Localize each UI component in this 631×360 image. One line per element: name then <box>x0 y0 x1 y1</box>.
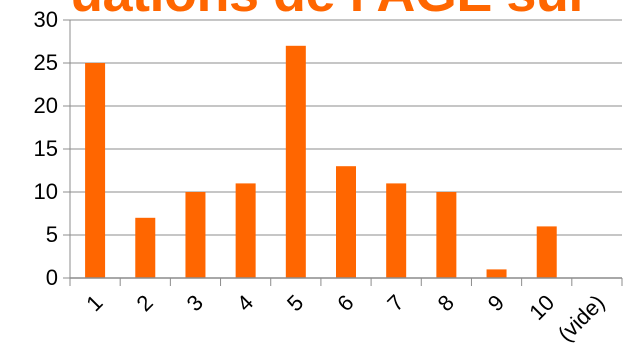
chart-title: uations de l'AGE sur <box>70 0 631 20</box>
bar-6 <box>336 166 356 278</box>
bars <box>85 45 557 278</box>
x-tick-label: 10 <box>524 290 559 325</box>
y-tick-label: 5 <box>46 222 58 247</box>
bar-2 <box>135 217 156 278</box>
y-tick-labels: 0 5 10 15 20 25 30 <box>34 7 58 290</box>
bar-4 <box>235 183 256 278</box>
y-tick-label: 20 <box>34 93 58 118</box>
y-tick-label: 25 <box>34 50 58 75</box>
x-tick-label: 8 <box>433 290 459 316</box>
x-tick-label: 2 <box>131 290 157 316</box>
y-tick-label: 0 <box>46 265 58 290</box>
bar-5 <box>285 45 306 278</box>
bar-10 <box>536 226 557 278</box>
x-tick-labels: 1 2 3 4 5 6 7 8 9 10(vide) <box>81 290 609 347</box>
x-tick-label: 3 <box>182 290 208 316</box>
x-tick-label: 1 <box>81 290 107 316</box>
x-tick-label: 6 <box>332 290 358 316</box>
axes <box>63 19 623 286</box>
y-tick-label: 15 <box>34 136 58 161</box>
y-tick-label: 10 <box>34 179 58 204</box>
x-tick-label: 7 <box>382 290 408 316</box>
y-tick-label: 30 <box>34 7 58 32</box>
bar-9 <box>486 269 507 278</box>
x-tick-label: 4 <box>232 290 258 316</box>
bar-7 <box>386 183 407 278</box>
x-tick-label: (vide) <box>553 290 610 347</box>
x-tick-label: 9 <box>483 290 509 316</box>
x-tick-label: 5 <box>282 290 308 316</box>
bar-8 <box>436 192 457 278</box>
bar-1 <box>85 63 106 278</box>
bar-3 <box>185 192 206 278</box>
